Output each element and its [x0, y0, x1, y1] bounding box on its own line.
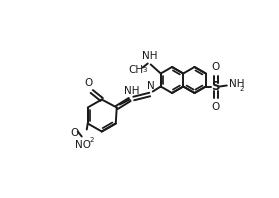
Text: O: O — [212, 102, 220, 111]
Text: N: N — [147, 81, 155, 90]
Text: S: S — [211, 80, 220, 93]
Text: O: O — [212, 62, 220, 71]
Text: NH: NH — [124, 86, 140, 95]
Text: O: O — [85, 77, 93, 88]
Text: O: O — [71, 128, 79, 137]
Text: NO: NO — [75, 140, 91, 149]
Text: 3: 3 — [143, 67, 147, 72]
Text: CH: CH — [128, 65, 143, 74]
Text: 2: 2 — [90, 136, 94, 143]
Text: NH: NH — [142, 50, 157, 61]
Text: 2: 2 — [240, 86, 244, 91]
Text: NH: NH — [229, 78, 244, 89]
